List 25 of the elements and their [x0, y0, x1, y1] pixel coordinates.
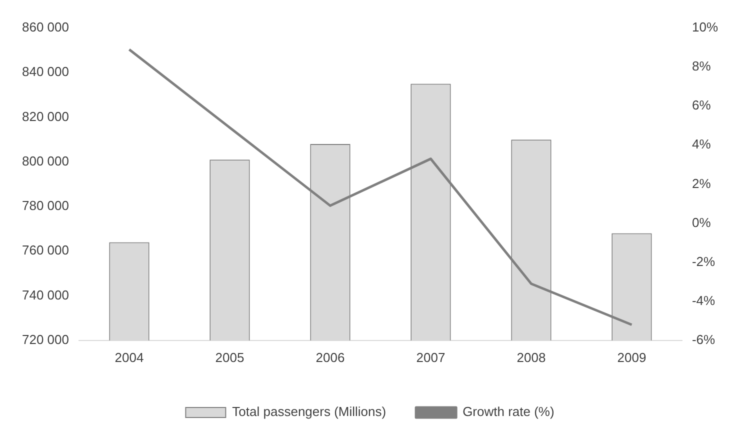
- y2-tick-label: 8%: [692, 58, 712, 74]
- x-tick-label: 2009: [617, 350, 646, 365]
- y-tick-label: 740 000: [22, 287, 69, 302]
- y2-tick-label: 4%: [692, 136, 712, 152]
- y2-tick-label: 6%: [692, 98, 712, 113]
- x-tick-label: 2005: [215, 350, 244, 365]
- legend-label: Growth rate (%): [462, 404, 554, 420]
- y-tick-label: 820 000: [22, 108, 69, 124]
- y-tick-label: 720 000: [22, 332, 69, 347]
- x-tick-label: 2008: [516, 350, 546, 365]
- y-tick-label: 840 000: [22, 64, 69, 80]
- y-tick-label: 860 000: [22, 20, 69, 35]
- y2-tick-label: 0%: [692, 214, 712, 230]
- x-tick-label: 2007: [416, 350, 446, 365]
- y-tick-label: 780 000: [22, 198, 69, 214]
- x-tick-label: 2006: [316, 350, 345, 365]
- y2-tick-label: -4%: [692, 292, 716, 308]
- x-tick-label: 2004: [114, 350, 144, 365]
- y-tick-label: 760 000: [22, 242, 69, 258]
- y-tick-label: 800 000: [22, 153, 69, 168]
- y2-tick-label: 10%: [692, 20, 718, 35]
- y2-tick-label: -2%: [692, 254, 716, 269]
- legend-label: Total passengers (Millions): [232, 404, 386, 420]
- y2-tick-label: 2%: [692, 176, 712, 191]
- y2-tick-label: -6%: [692, 332, 716, 347]
